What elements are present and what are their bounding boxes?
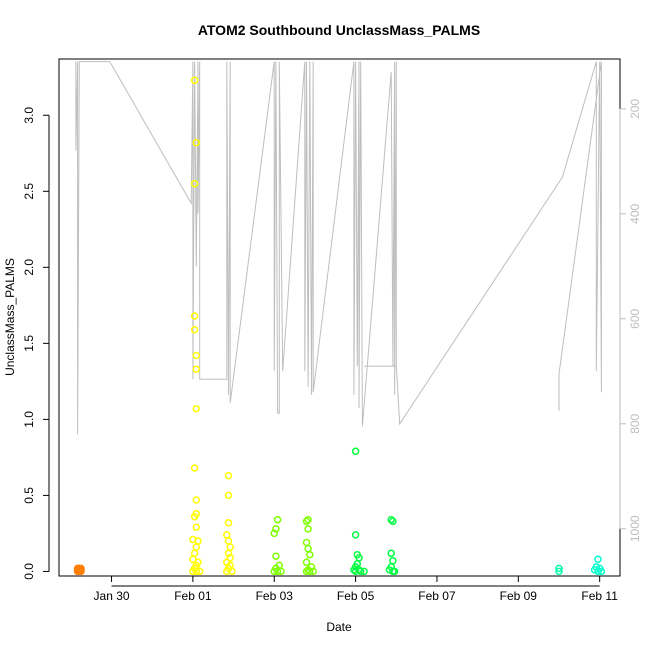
data-point	[192, 404, 201, 413]
data-point	[226, 543, 234, 551]
data-point	[304, 544, 312, 553]
data-point	[190, 179, 199, 188]
data-point	[192, 365, 201, 373]
data-point	[273, 567, 282, 576]
data-point	[306, 567, 314, 576]
data-point	[223, 531, 231, 539]
x-axis-label: Date	[326, 620, 352, 634]
x-tick-label: Feb 11	[581, 589, 618, 603]
data-point	[389, 517, 397, 526]
data-point	[189, 567, 197, 576]
data-point	[351, 447, 360, 456]
data-point	[387, 549, 395, 557]
data-point	[594, 567, 602, 576]
y-tick-label: 2.0	[22, 259, 36, 276]
data-point	[192, 138, 201, 147]
data-point	[302, 538, 311, 547]
data-point	[190, 549, 199, 557]
overlay-line	[75, 61, 602, 435]
data-point	[555, 567, 563, 576]
y-tick-label: 1.5	[22, 335, 36, 352]
data-point	[270, 567, 278, 576]
data-point	[555, 564, 563, 573]
x-tick-label: Feb 05	[337, 589, 375, 603]
data-point	[270, 529, 278, 538]
data-point	[304, 515, 312, 524]
plot-frame	[58, 58, 621, 577]
data-point	[272, 552, 280, 560]
data-point	[306, 550, 314, 559]
data-point	[77, 564, 85, 573]
data-point	[224, 537, 233, 545]
data-point	[190, 512, 199, 521]
data-point	[309, 567, 317, 576]
y-tick-label: 3.0	[22, 107, 36, 124]
secondary-y-axis: 200 400 600 800 1000	[619, 99, 642, 542]
data-point	[351, 567, 360, 576]
x-tick-label: Feb 07	[418, 589, 456, 603]
data-point	[228, 567, 236, 576]
data-point	[389, 557, 397, 565]
data-point	[195, 567, 204, 576]
x-tick-label: Feb 03	[256, 589, 294, 603]
data-point	[223, 567, 231, 576]
y2-tick-label: 200	[628, 99, 642, 119]
data-point	[190, 76, 199, 85]
data-point	[190, 312, 199, 320]
data-point	[351, 531, 360, 539]
data-point	[272, 525, 280, 533]
data-point	[387, 515, 395, 524]
data-point	[390, 567, 399, 576]
y2-tick-label: 600	[628, 308, 642, 328]
data-point	[192, 523, 201, 532]
data-point	[277, 567, 285, 576]
y2-tick-label: 400	[628, 204, 642, 224]
data-point	[192, 567, 201, 576]
data-point	[302, 517, 311, 526]
y-tick-label: 1.0	[22, 411, 36, 428]
data-point	[190, 464, 199, 472]
data-point	[302, 558, 311, 567]
data-point	[224, 519, 233, 527]
x-tick-label: Feb 09	[500, 589, 538, 603]
y2-tick-label: 800	[628, 413, 642, 433]
data-point	[192, 351, 201, 360]
data-point	[350, 566, 358, 574]
data-point	[273, 515, 282, 524]
data-point	[192, 496, 201, 504]
data-point	[224, 549, 233, 557]
data-point	[224, 471, 233, 480]
data-point	[594, 555, 602, 564]
data-point	[192, 543, 201, 551]
y-tick-label: 2.5	[22, 183, 36, 200]
data-point	[356, 567, 365, 576]
x-axis: Jan 30 Feb 01 Feb 03 Feb 05 Feb 07 Feb 09 Feb …	[94, 576, 618, 603]
x-tick-label: Jan 30	[94, 589, 130, 603]
data-point	[597, 567, 606, 576]
y-tick-label: 0.5	[22, 487, 36, 504]
y2-tick-label: 1000	[628, 515, 642, 542]
data-point	[224, 491, 233, 500]
chart-title: ATOM2 Southbound UnclassMass_PALMS	[198, 22, 480, 38]
data-point	[304, 525, 312, 533]
y-axis: 0.0 0.5 1.0 1.5 2.0 2.5 3.0	[22, 107, 50, 580]
y-axis-label: UnclassMass_PALMS	[3, 258, 17, 376]
y-tick-label: 0.0	[22, 563, 36, 580]
data-point	[190, 325, 199, 334]
altitude-overlay	[75, 61, 602, 435]
x-tick-label: Feb 01	[174, 589, 212, 603]
data-points	[73, 76, 606, 576]
data-point	[360, 567, 368, 576]
